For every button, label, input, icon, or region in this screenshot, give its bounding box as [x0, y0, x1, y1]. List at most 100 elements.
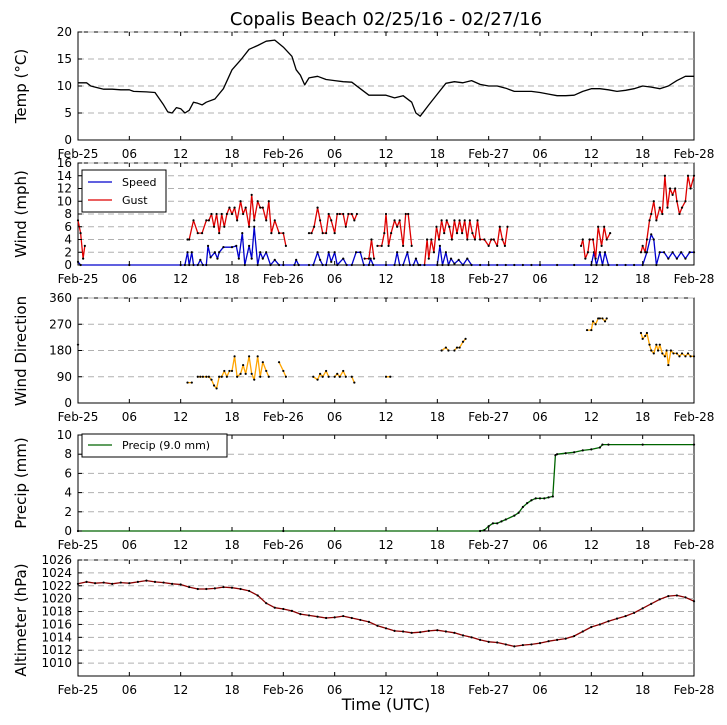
- data-point: [218, 232, 221, 235]
- x-tick-label: 12: [584, 538, 599, 552]
- panel-dir-plot: [76, 317, 696, 390]
- data-point: [573, 263, 576, 267]
- panel-wind-plot: [76, 174, 696, 267]
- x-tick-label: 06: [532, 410, 547, 424]
- y-tick-label: 14: [57, 169, 72, 183]
- data-point: [153, 580, 157, 584]
- data-point: [661, 212, 664, 216]
- data-point: [213, 587, 216, 590]
- data-point: [675, 200, 678, 203]
- data-point: [236, 219, 239, 222]
- x-tick-label: 18: [635, 272, 650, 286]
- data-point: [513, 645, 516, 648]
- x-tick-label: 06: [327, 410, 342, 424]
- data-point: [265, 251, 268, 254]
- x-tick-label: 06: [532, 272, 547, 286]
- x-tick-label: 06: [532, 538, 547, 552]
- data-point: [410, 244, 413, 247]
- x-tick-label: Feb-25: [58, 410, 99, 424]
- data-point: [344, 225, 347, 228]
- data-point: [476, 219, 479, 222]
- data-point: [282, 369, 285, 373]
- data-point: [359, 251, 362, 254]
- data-point: [321, 375, 324, 378]
- series-line-altimeter: [77, 579, 695, 648]
- data-point: [406, 251, 409, 254]
- data-point: [145, 579, 148, 582]
- data-point: [440, 349, 443, 352]
- data-point: [641, 337, 644, 340]
- data-point: [243, 263, 246, 267]
- data-point: [316, 615, 319, 618]
- data-point: [680, 251, 683, 254]
- data-point: [425, 238, 429, 241]
- data-point: [76, 219, 80, 222]
- x-tick-label: 12: [584, 272, 599, 286]
- x-tick-label: 06: [532, 683, 547, 697]
- data-point: [277, 263, 281, 267]
- panel-alt-xticks: Feb-25 06 12 18 Feb-26 06 12 18 Feb-27 06 12 18 Feb-…: [58, 560, 714, 697]
- x-tick-label: Feb-25: [58, 272, 99, 286]
- data-point: [655, 219, 658, 222]
- x-tick-label: 18: [224, 272, 239, 286]
- series-line-direction: [187, 317, 694, 390]
- data-point: [236, 375, 239, 378]
- data-point: [225, 375, 228, 378]
- data-point: [367, 263, 370, 267]
- data-point: [354, 251, 358, 254]
- data-point: [205, 375, 208, 378]
- data-point: [427, 257, 430, 260]
- data-point: [530, 643, 533, 646]
- data-point: [333, 375, 336, 378]
- data-point: [633, 611, 636, 614]
- data-point: [605, 238, 608, 241]
- panel-dir-yticks: 0 90 180 270 360: [49, 291, 82, 410]
- x-tick-label: 12: [173, 147, 188, 161]
- y-tick-label: 0: [64, 524, 72, 538]
- data-point: [652, 238, 655, 241]
- data-point: [438, 244, 441, 247]
- wind-legend-box: [81, 169, 167, 213]
- data-point: [588, 238, 591, 241]
- data-point: [692, 443, 696, 446]
- data-point: [330, 260, 333, 263]
- data-point: [402, 263, 405, 267]
- x-tick-label: Feb-27: [468, 410, 509, 424]
- data-point: [111, 582, 114, 585]
- data-point: [223, 369, 226, 373]
- data-point: [319, 219, 322, 222]
- x-tick-label: Feb-25: [58, 683, 99, 697]
- data-point: [312, 263, 315, 267]
- data-point: [196, 587, 199, 591]
- data-point: [633, 263, 636, 267]
- data-point: [538, 642, 542, 645]
- data-point: [684, 355, 687, 358]
- data-point: [344, 375, 347, 378]
- data-point: [261, 361, 264, 364]
- x-tick-label: 06: [122, 272, 137, 286]
- y-tick-label: 4: [64, 486, 72, 500]
- y-tick-label: 10: [57, 79, 72, 93]
- data-point: [225, 212, 228, 216]
- data-point: [228, 206, 231, 209]
- data-point: [259, 251, 262, 254]
- data-point: [461, 634, 465, 637]
- data-point: [648, 219, 651, 222]
- data-point: [336, 372, 339, 375]
- data-point: [689, 355, 692, 358]
- x-tick-label: 12: [584, 410, 599, 424]
- data-point: [449, 257, 453, 260]
- data-point: [501, 238, 504, 241]
- data-point: [463, 219, 466, 222]
- data-point: [444, 346, 447, 349]
- data-point: [244, 372, 247, 375]
- data-point: [594, 323, 597, 326]
- data-point: [284, 244, 287, 247]
- data-point: [461, 340, 465, 343]
- data-point: [207, 375, 210, 378]
- data-point: [412, 263, 415, 267]
- data-point: [680, 206, 684, 209]
- data-point: [183, 263, 187, 267]
- data-point: [543, 497, 546, 500]
